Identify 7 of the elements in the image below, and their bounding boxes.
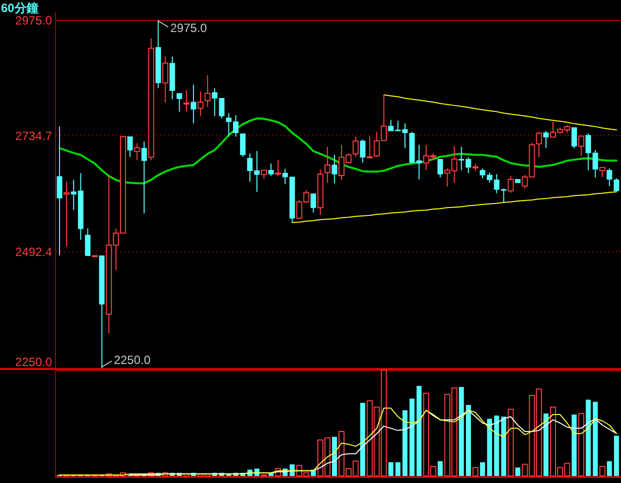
annotation: 2975.0 — [170, 21, 208, 35]
annotation: 2250.0 — [114, 353, 151, 367]
y-tick-label: 2975.0 — [15, 14, 52, 28]
y-tick-label: 2250.0 — [15, 355, 52, 369]
chart-title: 60分鐘 — [1, 1, 38, 15]
y-tick-label: 2734.7 — [15, 128, 52, 143]
y-tick-label: 2492.4 — [15, 245, 52, 260]
